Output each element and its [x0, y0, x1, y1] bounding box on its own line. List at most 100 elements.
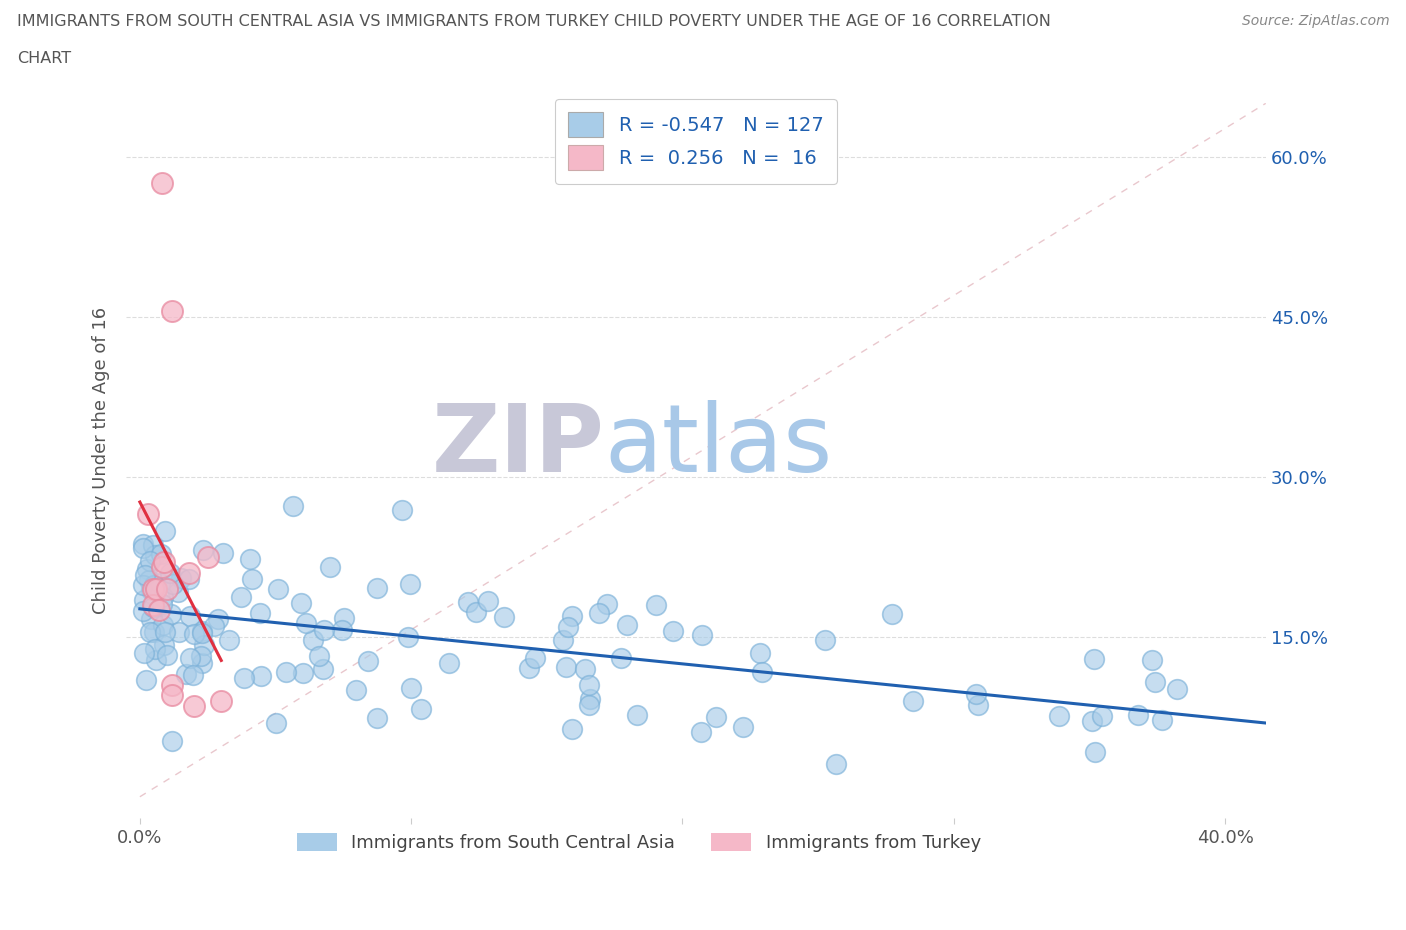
- Point: [366, 580, 388, 595]
- Point: [366, 711, 388, 726]
- Point: [155, 647, 177, 662]
- Point: [134, 568, 156, 583]
- Point: [1047, 709, 1070, 724]
- Point: [141, 538, 163, 552]
- Point: [749, 645, 772, 660]
- Point: [152, 589, 174, 604]
- Point: [190, 626, 212, 641]
- Point: [177, 571, 200, 586]
- Point: [160, 734, 183, 749]
- Point: [153, 637, 176, 652]
- Point: [588, 605, 610, 620]
- Point: [183, 626, 205, 641]
- Point: [1166, 682, 1188, 697]
- Point: [308, 648, 330, 663]
- Point: [150, 176, 173, 191]
- Point: [662, 624, 685, 639]
- Point: [233, 671, 256, 685]
- Point: [267, 582, 290, 597]
- Point: [193, 638, 215, 653]
- Point: [250, 669, 273, 684]
- Point: [207, 611, 229, 626]
- Point: [314, 622, 336, 637]
- Point: [145, 581, 167, 596]
- Point: [153, 524, 176, 538]
- Point: [281, 498, 304, 513]
- Point: [131, 604, 153, 618]
- Point: [148, 603, 170, 618]
- Point: [145, 652, 167, 667]
- Point: [150, 560, 173, 575]
- Point: [690, 627, 713, 642]
- Point: [578, 692, 600, 707]
- Point: [170, 571, 193, 586]
- Text: CHART: CHART: [17, 51, 70, 66]
- Point: [344, 683, 367, 698]
- Point: [132, 592, 155, 607]
- Point: [645, 597, 668, 612]
- Point: [880, 606, 903, 621]
- Point: [131, 578, 153, 592]
- Y-axis label: Child Poverty Under the Age of 16: Child Poverty Under the Age of 16: [93, 307, 110, 615]
- Point: [142, 597, 165, 612]
- Point: [492, 610, 515, 625]
- Point: [264, 716, 287, 731]
- Point: [1143, 675, 1166, 690]
- Point: [240, 572, 263, 587]
- Point: [156, 581, 179, 596]
- Point: [142, 599, 165, 614]
- Point: [561, 608, 583, 623]
- Point: [333, 610, 356, 625]
- Point: [139, 624, 162, 639]
- Point: [179, 608, 201, 623]
- Point: [561, 721, 583, 736]
- Point: [138, 573, 160, 588]
- Point: [457, 594, 479, 609]
- Point: [814, 632, 837, 647]
- Point: [1152, 712, 1174, 727]
- Point: [141, 612, 163, 627]
- Point: [191, 656, 214, 671]
- Point: [557, 619, 579, 634]
- Point: [142, 581, 165, 596]
- Point: [290, 596, 312, 611]
- Point: [142, 625, 165, 640]
- Point: [162, 677, 184, 692]
- Text: Source: ZipAtlas.com: Source: ZipAtlas.com: [1241, 14, 1389, 28]
- Point: [396, 630, 419, 644]
- Point: [311, 661, 333, 676]
- Point: [135, 562, 157, 577]
- Point: [596, 597, 619, 612]
- Point: [153, 554, 176, 569]
- Point: [150, 547, 173, 562]
- Point: [610, 651, 633, 666]
- Point: [191, 624, 214, 639]
- Point: [152, 618, 174, 632]
- Point: [136, 507, 159, 522]
- Point: [465, 605, 488, 620]
- Point: [139, 553, 162, 568]
- Point: [751, 665, 773, 680]
- Point: [179, 651, 201, 666]
- Point: [174, 667, 197, 682]
- Point: [965, 686, 987, 701]
- Point: [357, 653, 380, 668]
- Point: [193, 543, 215, 558]
- Point: [181, 668, 204, 683]
- Point: [553, 632, 575, 647]
- Text: atlas: atlas: [605, 401, 834, 492]
- Legend: Immigrants from South Central Asia, Immigrants from Turkey: Immigrants from South Central Asia, Immi…: [290, 825, 988, 859]
- Point: [690, 724, 713, 739]
- Point: [132, 540, 155, 555]
- Point: [704, 710, 727, 724]
- Point: [132, 537, 155, 551]
- Point: [616, 618, 638, 632]
- Point: [825, 757, 848, 772]
- Point: [477, 593, 499, 608]
- Point: [197, 550, 219, 565]
- Point: [1083, 651, 1105, 666]
- Point: [578, 698, 600, 712]
- Point: [143, 547, 166, 562]
- Text: IMMIGRANTS FROM SOUTH CENTRAL ASIA VS IMMIGRANTS FROM TURKEY CHILD POVERTY UNDER: IMMIGRANTS FROM SOUTH CENTRAL ASIA VS IM…: [17, 14, 1050, 29]
- Point: [439, 656, 461, 671]
